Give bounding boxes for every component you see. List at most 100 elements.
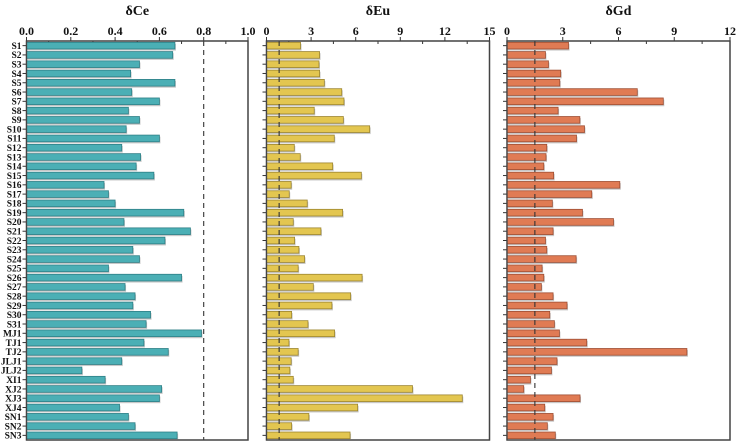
bar-S26 bbox=[506, 273, 545, 282]
bar-S27 bbox=[266, 283, 314, 291]
bar-S12 bbox=[26, 143, 123, 152]
bar-S25 bbox=[506, 264, 543, 273]
bar-S24 bbox=[26, 255, 140, 263]
bar-XJ4 bbox=[506, 403, 546, 412]
bar-S2 bbox=[506, 51, 546, 59]
bar-S1 bbox=[506, 41, 569, 50]
bar-SN2 bbox=[506, 422, 548, 430]
bar-S31 bbox=[26, 320, 147, 328]
category-label: S10 bbox=[7, 125, 22, 135]
x-tick-label: 0.0 bbox=[19, 24, 34, 38]
bar-XI1 bbox=[506, 375, 531, 384]
bar-S7 bbox=[266, 97, 345, 106]
bar-S10 bbox=[266, 125, 371, 133]
bar-XJ2 bbox=[26, 385, 163, 393]
bar-SN3 bbox=[26, 431, 178, 440]
bar-S14 bbox=[266, 162, 334, 171]
category-label: S5 bbox=[11, 79, 21, 89]
bar-S1 bbox=[266, 41, 301, 50]
category-label: S18 bbox=[7, 200, 22, 210]
x-tick-label: 12 bbox=[439, 24, 451, 38]
plot-frame-outline bbox=[265, 40, 491, 441]
bar-SN1 bbox=[266, 413, 310, 421]
bar-S28 bbox=[26, 292, 136, 300]
category-label: TJ1 bbox=[6, 339, 22, 349]
x-tick-label: 9 bbox=[397, 24, 403, 38]
bar-S20 bbox=[506, 218, 614, 226]
x-tick-label: 9 bbox=[671, 24, 677, 38]
x-tick-label: 3 bbox=[308, 24, 314, 38]
bar-XI1 bbox=[266, 375, 294, 384]
bar-MJ1 bbox=[266, 329, 335, 338]
category-label: MJ1 bbox=[3, 330, 22, 340]
bar-S24 bbox=[266, 255, 305, 263]
bar-S27 bbox=[506, 283, 542, 291]
bar-S29 bbox=[506, 301, 568, 310]
bar-S13 bbox=[26, 153, 141, 161]
bar-S5 bbox=[506, 79, 561, 87]
bar-S23 bbox=[26, 246, 134, 254]
x-tick-label: 0.4 bbox=[108, 24, 123, 38]
bar-JLJ2 bbox=[266, 366, 291, 375]
x-tick-label: 1.0 bbox=[241, 24, 256, 38]
bar-S21 bbox=[26, 227, 191, 235]
bar-S21 bbox=[266, 227, 322, 235]
bar-S27 bbox=[26, 283, 126, 291]
bar-S4 bbox=[266, 69, 320, 78]
bar-SN2 bbox=[26, 422, 136, 430]
category-label: XI1 bbox=[6, 376, 22, 386]
category-label: JLJ2 bbox=[1, 367, 22, 377]
bar-S18 bbox=[506, 199, 553, 208]
bar-JLJ2 bbox=[506, 366, 552, 375]
category-label: SN2 bbox=[5, 422, 22, 432]
bar-S20 bbox=[266, 218, 294, 226]
bar-S7 bbox=[506, 97, 664, 106]
bar-S15 bbox=[506, 171, 555, 180]
bar-S31 bbox=[266, 320, 309, 328]
bar-S23 bbox=[266, 246, 300, 254]
bar-S3 bbox=[506, 60, 549, 68]
bar-S30 bbox=[506, 310, 551, 319]
bar-S20 bbox=[26, 218, 125, 226]
bar-S19 bbox=[506, 208, 583, 217]
bar-S6 bbox=[506, 88, 638, 96]
x-tick-label: 15 bbox=[484, 24, 496, 38]
bar-S4 bbox=[26, 69, 132, 78]
bar-S5 bbox=[266, 79, 325, 87]
category-label: S1 bbox=[11, 42, 21, 52]
category-label: S11 bbox=[7, 135, 22, 145]
bar-S14 bbox=[506, 162, 545, 171]
bar-S3 bbox=[266, 60, 320, 68]
category-label: S8 bbox=[11, 107, 21, 117]
x-tick-label: 0.2 bbox=[63, 24, 78, 38]
bar-S12 bbox=[506, 143, 548, 152]
category-label: SN3 bbox=[5, 432, 22, 442]
bar-S31 bbox=[506, 320, 555, 328]
category-label: S2 bbox=[11, 51, 21, 61]
category-label: XJ2 bbox=[5, 385, 22, 395]
bar-MJ1 bbox=[506, 329, 560, 338]
category-label: S19 bbox=[7, 209, 22, 219]
category-label: S7 bbox=[11, 98, 21, 108]
category-label: S21 bbox=[7, 228, 22, 238]
category-label: S20 bbox=[7, 218, 22, 228]
bar-S29 bbox=[26, 301, 134, 310]
bar-S17 bbox=[266, 190, 290, 198]
bar-S13 bbox=[266, 153, 301, 161]
category-label: S17 bbox=[7, 190, 22, 200]
bar-S30 bbox=[26, 310, 151, 319]
bar-S9 bbox=[266, 116, 344, 124]
category-label: XJ3 bbox=[5, 395, 22, 405]
category-label: S6 bbox=[11, 88, 21, 98]
bar-S2 bbox=[26, 51, 174, 59]
bar-S16 bbox=[26, 181, 105, 189]
bar-S10 bbox=[506, 125, 585, 133]
bar-S9 bbox=[506, 116, 581, 124]
category-label: S15 bbox=[7, 172, 22, 182]
bar-S2 bbox=[266, 51, 320, 59]
bar-S26 bbox=[26, 273, 182, 282]
bar-S1 bbox=[26, 41, 176, 50]
bar-S17 bbox=[506, 190, 593, 198]
